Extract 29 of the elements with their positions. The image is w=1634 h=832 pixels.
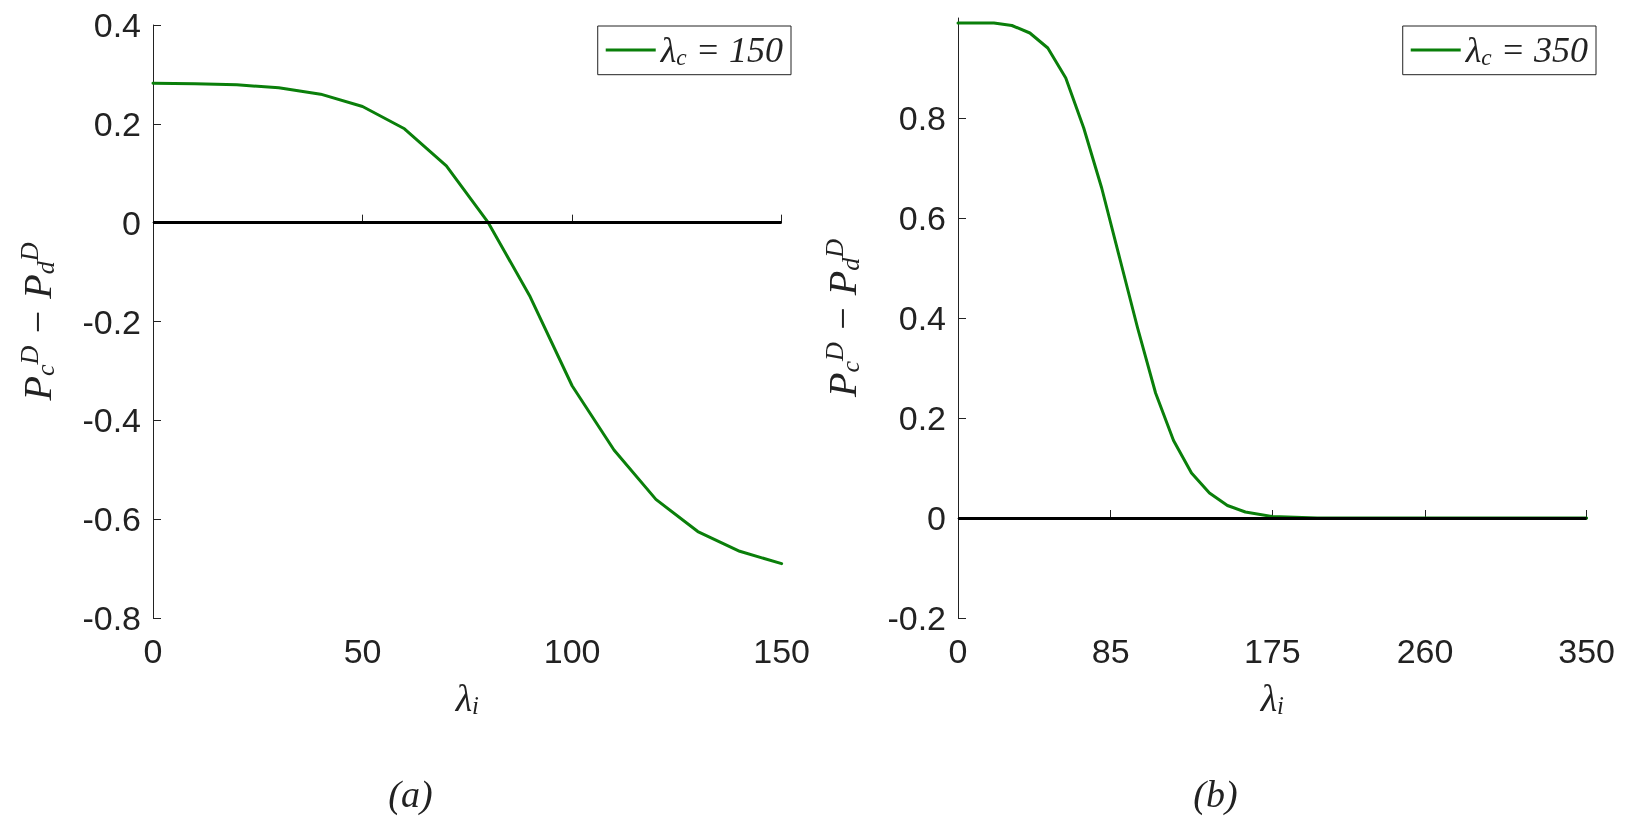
y-axis-title: PcD − PdD [819, 238, 865, 398]
x-tick-label: 50 [343, 632, 382, 670]
y-axis-title: PcD − PdD [14, 242, 60, 402]
x-tick-label: 350 [1558, 632, 1615, 670]
x-tick-label: 100 [543, 632, 601, 670]
y-tick-label: -0.2 [887, 599, 946, 637]
x-axis-title: λi [454, 677, 480, 720]
legend-label: λc = 150 [659, 30, 783, 71]
y-tick-label: -0.8 [82, 599, 141, 637]
x-tick-label: 85 [1091, 632, 1130, 670]
text: (a) [388, 773, 433, 816]
y-tick-label: 0.2 [898, 399, 946, 437]
text: (b) [1193, 773, 1238, 816]
x-tick-label: 260 [1396, 632, 1454, 670]
y-tick-label: 0.8 [898, 99, 946, 137]
y-tick-label: 0.4 [93, 6, 141, 44]
y-tick-label: 0.6 [898, 199, 946, 237]
y-tick-label: -0.4 [82, 401, 141, 440]
y-tick-label: 0.2 [93, 104, 141, 143]
y-tick-label: 0 [927, 499, 946, 537]
x-tick-label: 175 [1243, 632, 1301, 670]
y-tick-label: -0.6 [82, 500, 141, 539]
x-axis-title: λi [1259, 677, 1285, 720]
y-tick-label: 0 [122, 203, 141, 242]
y-tick-label: 0.4 [898, 299, 946, 337]
line-series [151, 81, 784, 566]
x-tick-label: 150 [753, 632, 810, 670]
y-tick-label: -0.2 [82, 302, 141, 341]
legend-label: λc = 350 [1464, 30, 1588, 71]
